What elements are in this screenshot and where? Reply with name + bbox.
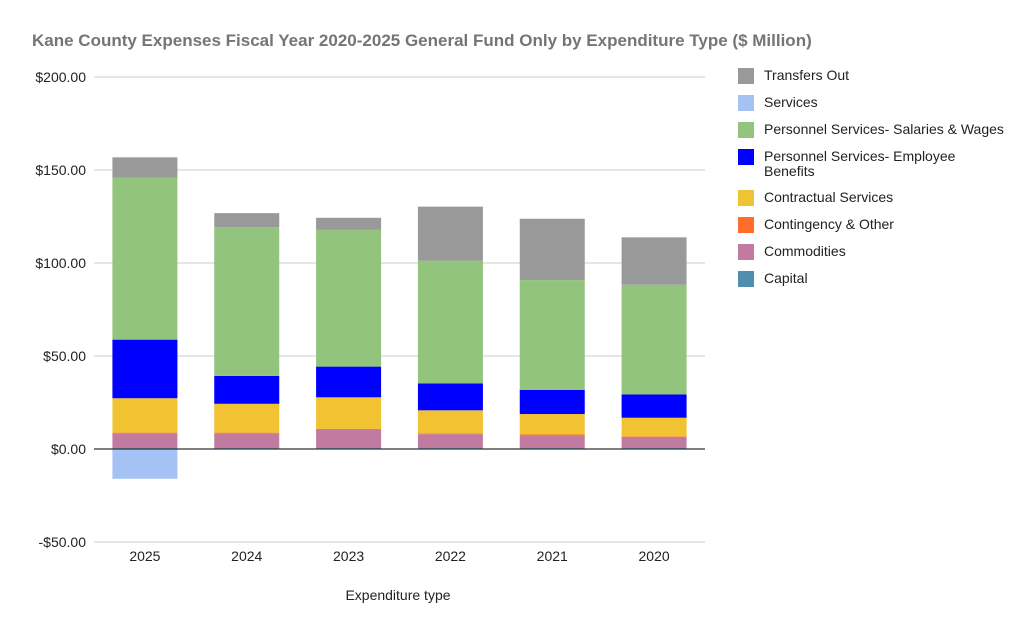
legend: Transfers Out Services Personnel Services-… (738, 66, 1008, 296)
bar-segment (214, 227, 280, 376)
bar-segment (621, 417, 687, 437)
bar-segment (214, 432, 280, 434)
legend-label: Contractual Services (764, 189, 894, 205)
x-tick-label: 2023 (333, 548, 364, 564)
bar-segment (112, 433, 178, 449)
bar-segment (316, 217, 382, 230)
y-tick-label: $200.00 (35, 69, 86, 85)
bar-segment (214, 433, 280, 449)
bar-segment (417, 206, 483, 261)
bar-segment (214, 403, 280, 433)
bar-segment (316, 428, 382, 430)
bar-segment (417, 260, 483, 384)
bar-segment (112, 449, 178, 479)
bar-segment (417, 433, 483, 435)
bar-segment (621, 284, 687, 395)
bar-segment (112, 432, 178, 434)
bar-segment (519, 434, 585, 436)
bar-segment (316, 397, 382, 429)
legend-swatch (738, 271, 754, 287)
bar-segment (214, 213, 280, 228)
legend-label: Contingency & Other (764, 216, 894, 232)
bar-segment (112, 398, 178, 433)
chart-title: Kane County Expenses Fiscal Year 2020-20… (32, 31, 812, 50)
x-tick-label: 2020 (639, 548, 670, 564)
legend-item[interactable]: Personnel Services- Salaries & Wages (738, 120, 1008, 138)
x-tick-label: 2024 (231, 548, 262, 564)
legend-swatch (738, 95, 754, 111)
bar-segment (519, 414, 585, 435)
bar-segment (417, 434, 483, 449)
bar-segment (214, 375, 280, 404)
legend-label: Services (764, 94, 818, 110)
y-tick-label: -$50.00 (39, 534, 87, 550)
legend-item[interactable]: Personnel Services- Employee Benefits (738, 147, 1008, 179)
bar-segment (621, 436, 687, 449)
legend-swatch (738, 244, 754, 260)
bar-segment (112, 177, 178, 340)
legend-item[interactable]: Contractual Services (738, 188, 1008, 206)
legend-item[interactable]: Services (738, 93, 1008, 111)
legend-swatch (738, 190, 754, 206)
legend-item[interactable]: Capital (738, 269, 1008, 287)
x-tick-label: 2022 (435, 548, 466, 564)
y-tick-label: $150.00 (35, 162, 86, 178)
x-tick-label: 2021 (537, 548, 568, 564)
legend-item[interactable]: Commodities (738, 242, 1008, 260)
x-tick-label: 2025 (129, 548, 160, 564)
legend-label: Personnel Services- Employee Benefits (764, 148, 956, 179)
bar-segment (519, 435, 585, 449)
bars (112, 157, 687, 479)
bar-segment (519, 218, 585, 281)
bar-segment (621, 436, 687, 437)
bar-segment (417, 410, 483, 434)
bar-segment (112, 157, 178, 178)
axes: -$50.00 $0.00 $50.00 $100.00 $150.00 $200.00 2… (35, 69, 705, 564)
legend-label: Commodities (764, 243, 846, 259)
legend-item[interactable]: Transfers Out (738, 66, 1008, 84)
y-tick-label: $100.00 (35, 255, 86, 271)
bar-segment (519, 389, 585, 415)
bar-segment (112, 339, 178, 399)
y-tick-label: $0.00 (51, 441, 86, 457)
legend-label: Transfers Out (764, 67, 850, 83)
x-axis-title: Expenditure type (345, 587, 450, 603)
gridlines (94, 76, 705, 543)
legend-label: Capital (764, 270, 808, 286)
legend-label: Personnel Services- Salaries & Wages (764, 121, 1004, 137)
bar-segment (316, 429, 382, 449)
bar-segment (417, 383, 483, 411)
bar-segment (316, 229, 382, 367)
legend-item[interactable]: Contingency & Other (738, 215, 1008, 233)
legend-swatch (738, 217, 754, 233)
bar-segment (621, 237, 687, 285)
legend-swatch (738, 149, 754, 165)
legend-swatch (738, 122, 754, 138)
y-tick-label: $50.00 (43, 348, 86, 364)
legend-swatch (738, 68, 754, 84)
bar-segment (316, 366, 382, 398)
bar-segment (621, 394, 687, 418)
bar-segment (519, 280, 585, 390)
